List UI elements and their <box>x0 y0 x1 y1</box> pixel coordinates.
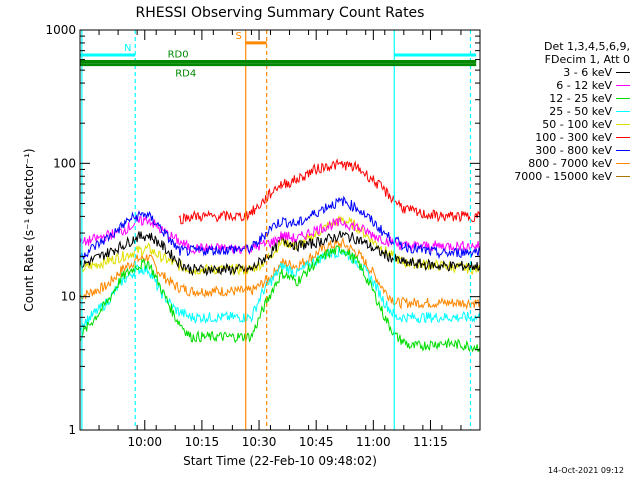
legend-header-1: Det 1,3,4,5,6,9, <box>543 40 630 53</box>
legend-header-2: FDecim 1, Att 0 <box>544 53 630 66</box>
x-tick-label: 11:00 <box>356 435 391 449</box>
legend-item: 25 - 50 keV <box>470 105 630 118</box>
legend-item: 50 - 100 keV <box>470 118 630 131</box>
legend-swatch <box>616 124 630 125</box>
y-axis-label: Count Rate (s⁻¹ detector⁻¹) <box>22 148 36 311</box>
x-tick-label: 10:30 <box>242 435 277 449</box>
chart-title: RHESSI Observing Summary Count Rates <box>136 5 425 21</box>
series-line <box>79 214 481 277</box>
legend-label: 300 - 800 keV <box>535 144 612 157</box>
legend-swatch <box>616 163 630 164</box>
legend-item: 7000 - 15000 keV <box>470 170 630 183</box>
legend-swatch <box>616 98 630 99</box>
legend-label: 800 - 7000 keV <box>528 157 612 170</box>
legend-item: 100 - 300 keV <box>470 131 630 144</box>
series-line <box>79 195 481 261</box>
x-tick-label: 11:15 <box>413 435 448 449</box>
legend-swatch <box>616 111 630 112</box>
x-axis-label: Start Time (22-Feb-10 09:48:02) <box>183 454 377 468</box>
legend-item: 3 - 6 keV <box>470 66 630 79</box>
status-bar-label: RD4 <box>175 69 196 80</box>
legend-label: 7000 - 15000 keV <box>514 170 612 183</box>
legend-label: 100 - 300 keV <box>535 131 612 144</box>
legend-item: 300 - 800 keV <box>470 144 630 157</box>
legend-item: 12 - 25 keV <box>470 92 630 105</box>
series-line <box>79 214 481 256</box>
legend-label: 25 - 50 keV <box>549 105 612 118</box>
legend-label: 50 - 100 keV <box>542 118 612 131</box>
footer-timestamp: 14-Oct-2021 09:12 <box>548 466 624 475</box>
y-tick-label: 10 <box>61 290 76 304</box>
legend-swatch <box>616 72 630 73</box>
axis-layer: 1 10 100 1000 10:00 10:15 10:30 10:45 11:00 11:15 <box>45 23 481 449</box>
status-bar-label: N <box>124 43 131 54</box>
series-line <box>178 158 481 225</box>
y-tick-label: 1 <box>68 423 76 437</box>
x-tick-label: 10:00 <box>127 435 162 449</box>
legend-label: 3 - 6 keV <box>563 66 612 79</box>
series-line <box>79 236 481 311</box>
legend-swatch <box>616 137 630 138</box>
legend-swatch <box>616 150 630 151</box>
legend-swatch <box>616 85 630 86</box>
legend: Det 1,3,4,5,6,9, FDecim 1, Att 0 3 - 6 k… <box>470 40 630 183</box>
legend-item: 800 - 7000 keV <box>470 157 630 170</box>
legend-label: 6 - 12 keV <box>556 79 612 92</box>
status-bar-label: S <box>236 31 242 42</box>
y-tick-label: 1000 <box>45 23 76 37</box>
status-bar-label: RD0 <box>168 50 189 61</box>
series-layer <box>79 158 481 353</box>
legend-swatch <box>616 176 630 177</box>
series-line <box>79 245 481 353</box>
y-tick-label: 100 <box>53 156 76 170</box>
legend-label: 12 - 25 keV <box>549 92 612 105</box>
marker-layer: N RD0 RD4 S <box>80 30 477 430</box>
plot-frame <box>79 29 481 431</box>
legend-item: 6 - 12 keV <box>470 79 630 92</box>
x-tick-label: 10:15 <box>185 435 220 449</box>
x-tick-label: 10:45 <box>299 435 334 449</box>
